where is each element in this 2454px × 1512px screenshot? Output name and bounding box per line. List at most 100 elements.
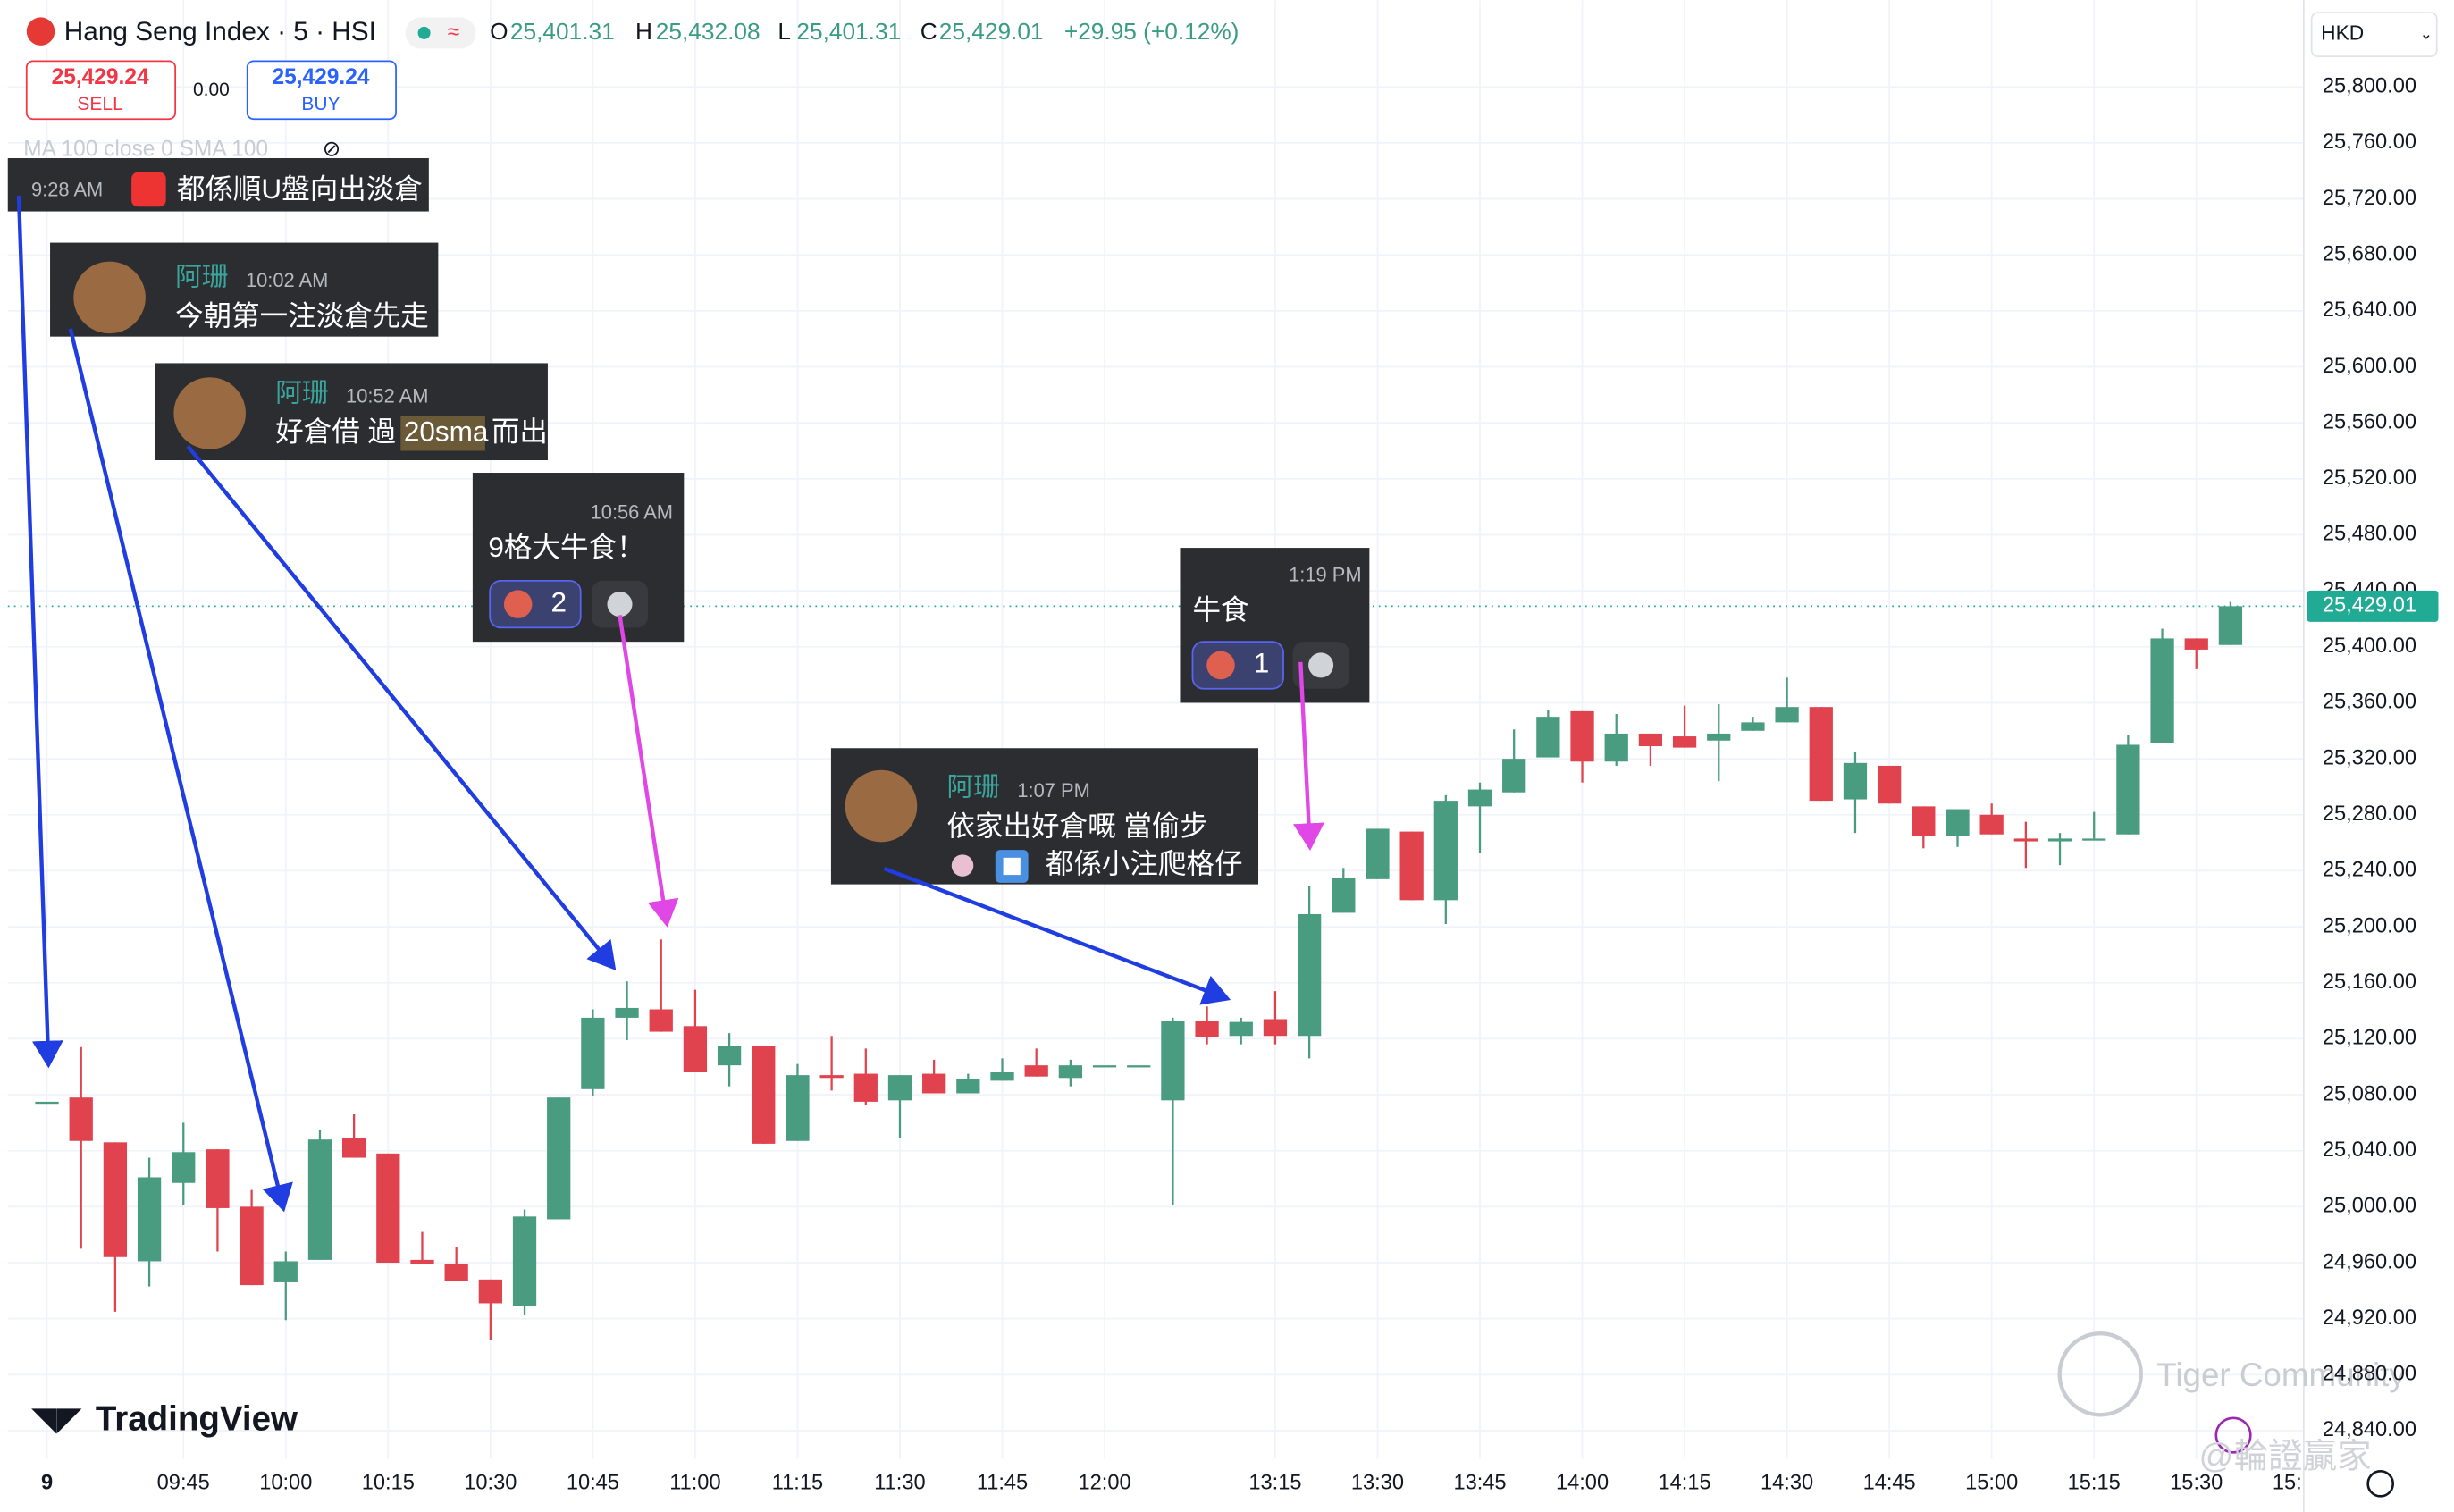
comment: 阿珊 10:52 AM 好倉借 過 20sma 而出 <box>155 363 548 461</box>
candle-body <box>1332 878 1356 913</box>
comment-time: 10:02 AM <box>246 269 328 291</box>
highlight-bg <box>400 416 485 451</box>
candle-body <box>172 1152 196 1183</box>
watermark2: @輪證贏家 <box>2199 1437 2372 1475</box>
settings-icon[interactable] <box>2366 1470 2395 1498</box>
y-tick-label: 25,280.00 <box>2323 802 2416 826</box>
y-tick-label: 25,680.00 <box>2323 242 2416 265</box>
candle-body <box>853 1073 878 1102</box>
y-tick-label: 25,320.00 <box>2323 746 2416 769</box>
emoji <box>503 590 533 618</box>
comment-time: 10:52 AM <box>346 385 428 407</box>
currency-box[interactable] <box>2310 12 2438 58</box>
x-tick-label: 15: <box>2273 1472 2302 1495</box>
ohlc-label: H <box>635 18 652 45</box>
arrow <box>883 867 1231 1005</box>
ohlc-label: C <box>920 18 937 45</box>
hide-icon[interactable]: ⊘ <box>323 138 341 162</box>
comment-text: 牛食 <box>1192 593 1248 626</box>
reaction[interactable] <box>489 579 582 629</box>
arrow <box>68 328 293 1213</box>
comment-time: 10:56 AM <box>591 500 673 523</box>
candle-body <box>1946 809 1970 836</box>
y-tick-label: 25,720.00 <box>2323 187 2416 210</box>
x-tick-label: 15:30 <box>2170 1472 2223 1495</box>
avatar <box>173 377 246 449</box>
candle-body <box>1058 1065 1083 1079</box>
comment: 9:28 AM 都係順U盤向出淡倉 <box>7 158 429 212</box>
candle-body <box>307 1139 332 1260</box>
comment-text: 都係小注爬格仔 <box>1046 847 1243 879</box>
symbol: Hang Seng Index · 5 · HSI <box>64 17 376 46</box>
comment-text: 9格大牛食！ <box>488 531 644 563</box>
candle-body <box>1775 707 1799 723</box>
candle-body <box>547 1097 571 1220</box>
candle-body <box>1127 1065 1151 1068</box>
candle-body <box>2082 838 2106 841</box>
reaction[interactable] <box>1191 641 1284 690</box>
currency: HKD <box>2321 21 2364 45</box>
candle-body <box>1263 1019 1288 1037</box>
status-icon: ≈ <box>448 20 459 44</box>
status-pill <box>405 17 476 49</box>
candle-body <box>649 1009 673 1032</box>
y-tick-label: 25,160.00 <box>2323 970 2416 994</box>
candle-body <box>752 1046 776 1144</box>
candle-body <box>956 1079 980 1094</box>
x-tick-label: 11:30 <box>874 1472 925 1495</box>
candle-body <box>1366 828 1390 879</box>
candle-body <box>1161 1021 1185 1101</box>
candle-body <box>1979 814 2004 835</box>
x-tick-label: 10:00 <box>259 1472 312 1495</box>
comment-text: 依家出好倉嘅 當偷步 <box>947 810 1208 842</box>
alert-icon[interactable] <box>2214 1416 2252 1454</box>
candle-body <box>922 1073 946 1094</box>
candle-body <box>683 1026 708 1072</box>
candle-body <box>1536 717 1560 758</box>
candle-body <box>1467 789 1492 807</box>
candle-body <box>1878 765 1902 804</box>
candle-body <box>1433 801 1458 901</box>
candle-body <box>2218 606 2243 645</box>
y-tick-label: 25,760.00 <box>2323 130 2416 154</box>
arrow <box>618 615 679 928</box>
x-tick-label: 13:45 <box>1453 1472 1506 1495</box>
x-tick-label: 9 <box>41 1472 53 1495</box>
comment-box <box>7 158 429 212</box>
comment: 阿珊 10:02 AM 今朝第一注淡倉先走 <box>50 242 439 337</box>
x-tick-label: 10:15 <box>362 1472 415 1495</box>
y-tick-label: 25,040.00 <box>2323 1138 2416 1162</box>
y-tick-label: 24,960.00 <box>2323 1250 2416 1273</box>
spread: 0.00 <box>193 80 230 100</box>
candle-body <box>478 1279 502 1304</box>
smiley <box>607 592 633 617</box>
reaction-count: 2 <box>550 585 567 617</box>
comment-time: 1:07 PM <box>1017 779 1089 802</box>
x-tick-label: 11:00 <box>669 1472 720 1495</box>
logo-mark: ◥◤ <box>31 1400 82 1437</box>
y-tick-label: 25,600.00 <box>2323 355 2416 378</box>
change: +29.95 (+0.12%) <box>1064 18 1240 45</box>
comment-author: 阿珊 <box>947 773 1001 802</box>
sell-button[interactable] <box>25 60 177 121</box>
watermark: Tiger Community <box>2156 1357 2406 1393</box>
plot <box>7 601 2304 1340</box>
candle-body <box>819 1075 844 1079</box>
candle-body <box>512 1216 537 1306</box>
candle-body <box>1092 1065 1117 1068</box>
comment-text: 都係順U盤向出淡倉 <box>177 172 423 205</box>
y-tick-label: 25,080.00 <box>2323 1082 2416 1105</box>
candle-body <box>376 1153 400 1264</box>
candle-body <box>1297 913 1322 1037</box>
ohlc-value: 25,432.08 <box>656 18 761 45</box>
comment-highlight: 20sma <box>404 416 489 448</box>
candle-body <box>1707 733 1731 741</box>
y-tick-label: 25,800.00 <box>2323 75 2416 98</box>
x-tick-label: 15:00 <box>1965 1472 2018 1495</box>
candle-body <box>1604 733 1628 762</box>
buy-button[interactable] <box>246 60 397 121</box>
arrow <box>16 195 63 1069</box>
comment-author: 阿珊 <box>175 263 229 292</box>
comment-time: 9:28 AM <box>31 179 103 201</box>
